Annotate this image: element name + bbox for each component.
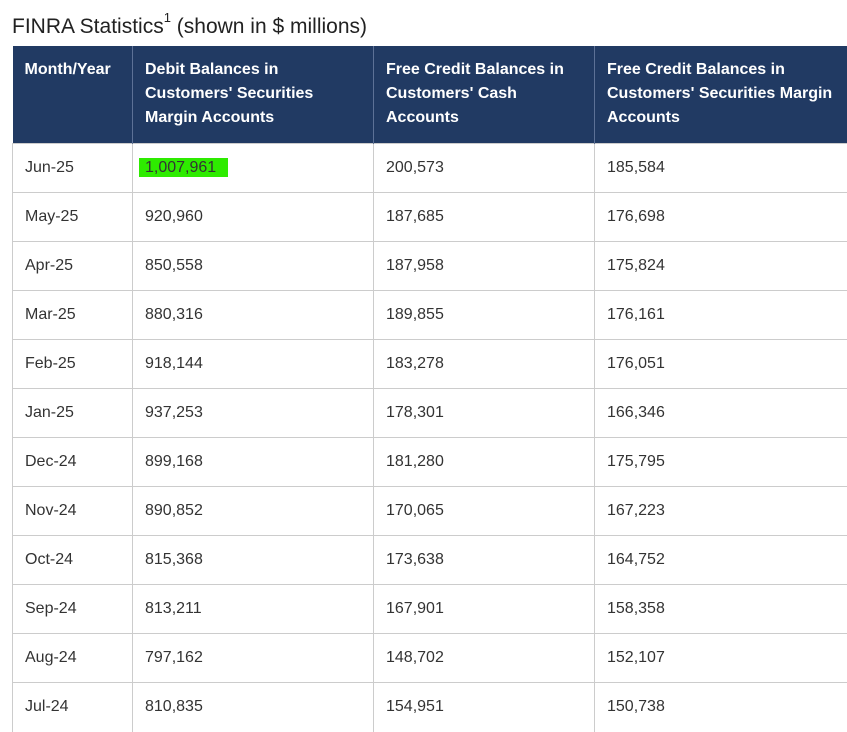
cell-free-credit-margin: 158,358: [595, 585, 847, 634]
table-row: Sep-24 813,211 167,901 158,358: [13, 585, 847, 634]
cell-free-credit-margin: 176,161: [595, 291, 847, 340]
cell-free-credit-cash: 154,951: [374, 683, 595, 732]
cell-debit-balance: 937,253: [133, 389, 374, 438]
cell-debit-balance: 918,144: [133, 340, 374, 389]
title-text: FINRA Statistics: [12, 15, 164, 38]
cell-debit-balance: 899,168: [133, 438, 374, 487]
table-header-row: Month/Year Debit Balances in Customers' …: [13, 46, 847, 144]
cell-free-credit-margin: 176,698: [595, 193, 847, 242]
table-row: Apr-25 850,558 187,958 175,824: [13, 242, 847, 291]
column-header-debit-balances: Debit Balances in Customers' Securities …: [133, 46, 374, 144]
cell-free-credit-margin: 150,738: [595, 683, 847, 732]
cell-free-credit-margin: 175,824: [595, 242, 847, 291]
table-row: May-25 920,960 187,685 176,698: [13, 193, 847, 242]
cell-debit-balance: 890,852: [133, 487, 374, 536]
cell-month: Feb-25: [13, 340, 133, 389]
table-row: Oct-24 815,368 173,638 164,752: [13, 536, 847, 585]
cell-month: Nov-24: [13, 487, 133, 536]
cell-free-credit-cash: 181,280: [374, 438, 595, 487]
cell-free-credit-cash: 178,301: [374, 389, 595, 438]
page-title: FINRA Statistics1 (shown in $ millions): [12, 6, 367, 42]
table-row: Jan-25 937,253 178,301 166,346: [13, 389, 847, 438]
cell-month: Dec-24: [13, 438, 133, 487]
table-row: Mar-25 880,316 189,855 176,161: [13, 291, 847, 340]
cell-debit-balance: 920,960: [133, 193, 374, 242]
cell-free-credit-margin: 166,346: [595, 389, 847, 438]
table-row: Jun-25 1,007,961 200,573 185,584: [13, 144, 847, 193]
cell-free-credit-cash: 167,901: [374, 585, 595, 634]
cell-month: Apr-25: [13, 242, 133, 291]
cell-debit-balance: 1,007,961: [133, 144, 374, 193]
cell-free-credit-cash: 183,278: [374, 340, 595, 389]
cell-free-credit-margin: 152,107: [595, 634, 847, 683]
finra-statistics-table: Month/Year Debit Balances in Customers' …: [12, 46, 847, 732]
table-row: Jul-24 810,835 154,951 150,738: [13, 683, 847, 732]
cell-month: Aug-24: [13, 634, 133, 683]
table-row: Feb-25 918,144 183,278 176,051: [13, 340, 847, 389]
cell-debit-balance: 813,211: [133, 585, 374, 634]
cell-free-credit-margin: 164,752: [595, 536, 847, 585]
column-header-free-credit-cash: Free Credit Balances in Customers' Cash …: [374, 46, 595, 144]
cell-month: Jun-25: [13, 144, 133, 193]
table-row: Nov-24 890,852 170,065 167,223: [13, 487, 847, 536]
cell-debit-balance: 815,368: [133, 536, 374, 585]
column-header-month-year: Month/Year: [13, 46, 133, 144]
cell-month: Oct-24: [13, 536, 133, 585]
cell-month: Sep-24: [13, 585, 133, 634]
cell-month: Jul-24: [13, 683, 133, 732]
cell-debit-balance: 810,835: [133, 683, 374, 732]
cell-free-credit-margin: 176,051: [595, 340, 847, 389]
cell-free-credit-margin: 175,795: [595, 438, 847, 487]
cell-month: Mar-25: [13, 291, 133, 340]
cell-month: May-25: [13, 193, 133, 242]
cell-free-credit-cash: 148,702: [374, 634, 595, 683]
title-units: (shown in $ millions): [177, 15, 367, 38]
cell-free-credit-cash: 200,573: [374, 144, 595, 193]
column-header-free-credit-margin: Free Credit Balances in Customers' Secur…: [595, 46, 847, 144]
cell-free-credit-cash: 170,065: [374, 487, 595, 536]
cell-month: Jan-25: [13, 389, 133, 438]
cell-free-credit-margin: 185,584: [595, 144, 847, 193]
cell-debit-balance: 850,558: [133, 242, 374, 291]
cell-free-credit-cash: 189,855: [374, 291, 595, 340]
cell-free-credit-cash: 187,958: [374, 242, 595, 291]
footnote-marker[interactable]: 1: [164, 10, 171, 25]
cell-debit-balance: 880,316: [133, 291, 374, 340]
highlighted-value: 1,007,961: [139, 158, 228, 177]
cell-free-credit-cash: 187,685: [374, 193, 595, 242]
cell-debit-balance: 797,162: [133, 634, 374, 683]
cell-free-credit-cash: 173,638: [374, 536, 595, 585]
table-row: Dec-24 899,168 181,280 175,795: [13, 438, 847, 487]
table-row: Aug-24 797,162 148,702 152,107: [13, 634, 847, 683]
cell-free-credit-margin: 167,223: [595, 487, 847, 536]
